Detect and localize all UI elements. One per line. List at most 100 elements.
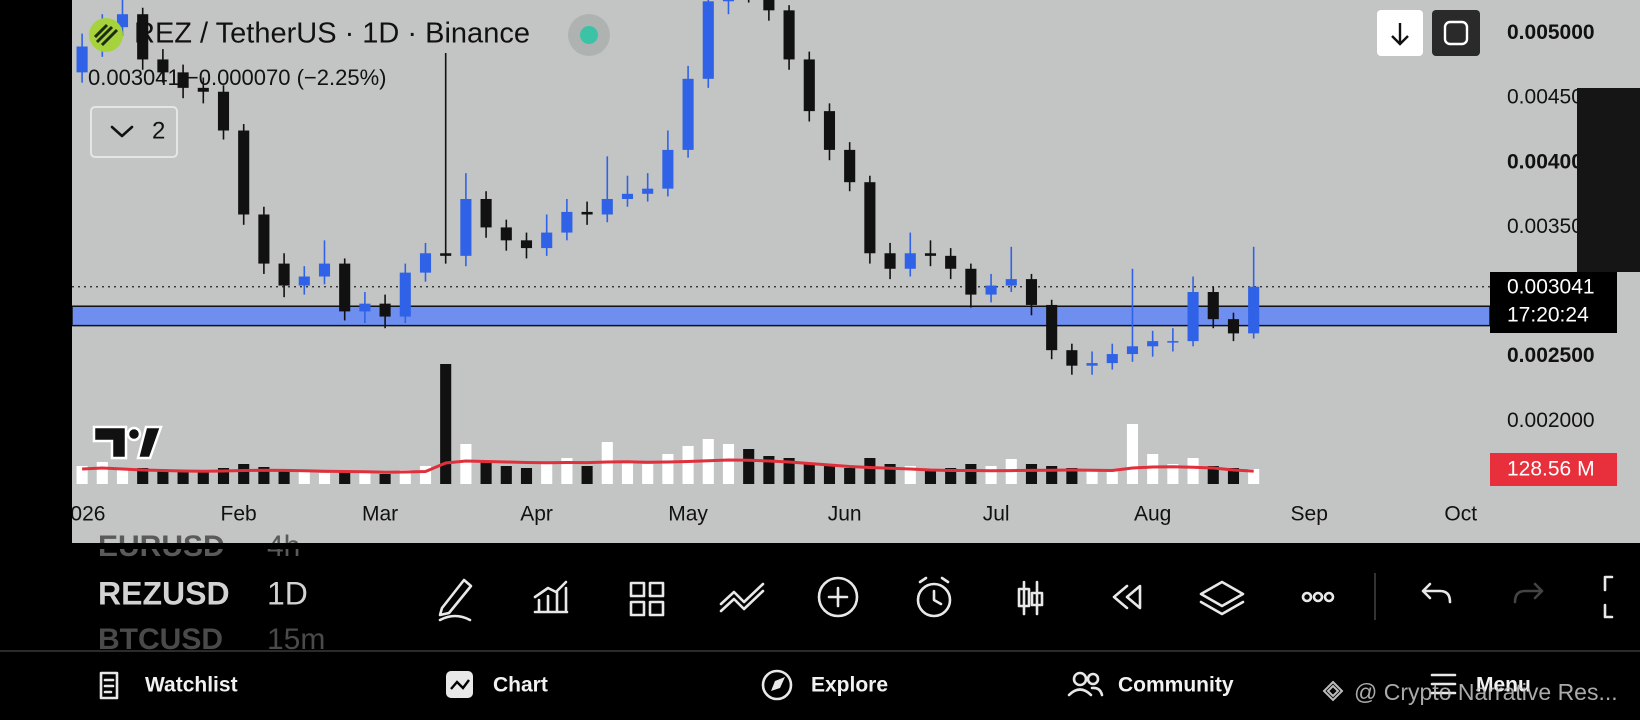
volume-bar — [561, 458, 573, 484]
community-icon[interactable] — [1072, 671, 1088, 687]
volume-bar — [460, 444, 472, 484]
expand-tool[interactable] — [1603, 575, 1614, 619]
tv-logo-dot — [126, 426, 142, 442]
price-label-box — [1490, 272, 1617, 333]
redo-tool[interactable] — [1513, 582, 1544, 604]
candle-body — [1147, 341, 1159, 347]
volume-bar — [480, 462, 492, 484]
more-dot — [1323, 591, 1335, 603]
volume-bar — [1227, 468, 1240, 484]
candle-body — [965, 268, 977, 295]
fullscreen-icon — [1443, 20, 1469, 46]
more-tool[interactable] — [1301, 591, 1313, 603]
replay-tool[interactable] — [1112, 584, 1142, 610]
volume-bar — [783, 458, 795, 484]
nav-item[interactable]: Explore — [811, 674, 888, 697]
layout-tool[interactable] — [629, 581, 665, 617]
volume-ma-label: 128.56 M — [1507, 458, 1595, 481]
indicator-toggle[interactable] — [90, 106, 178, 158]
download-icon — [1391, 23, 1409, 46]
volume-bar — [581, 466, 593, 484]
volume-bar — [1167, 464, 1179, 484]
volume-bar — [116, 469, 129, 484]
candle-body — [763, 0, 775, 11]
bottom-nav: Watchlist Chart Explore Community Menu @… — [99, 669, 1618, 705]
candle-body — [1025, 279, 1038, 305]
candle-body — [76, 46, 88, 73]
candle-body — [823, 111, 836, 150]
candle-body — [116, 14, 129, 28]
chevron-icon — [110, 125, 134, 138]
quote-line: 0.003041 −0.000070 (−2.25%) — [88, 65, 386, 90]
thumbnail — [1577, 88, 1640, 272]
nav-item[interactable]: Community — [1118, 674, 1234, 697]
candle-body — [783, 10, 795, 60]
volume-bar — [621, 462, 634, 484]
volume-bar — [1025, 464, 1038, 484]
candle-body — [298, 276, 310, 286]
candle-body — [581, 211, 593, 215]
add-tool[interactable] — [817, 576, 859, 618]
volume-bar — [924, 469, 937, 484]
volume-bar — [520, 468, 533, 484]
candle-body — [1126, 346, 1139, 355]
alert-tool[interactable] — [916, 582, 952, 618]
toolbar — [438, 573, 1614, 622]
volume-bar — [904, 466, 916, 484]
x-tick-label: May — [668, 503, 708, 526]
candle-body — [399, 272, 411, 317]
volume-bar — [864, 458, 876, 484]
volume-bar — [823, 466, 836, 484]
candle-body — [803, 59, 815, 112]
volume-bar — [1126, 424, 1139, 484]
countdown: 17:20:24 — [1507, 304, 1589, 327]
volume-bar — [1248, 469, 1260, 484]
community-body — [1067, 686, 1104, 697]
volume-bar — [763, 456, 775, 484]
candle-body — [359, 303, 371, 312]
volume-bar — [278, 469, 290, 484]
compare-tool[interactable] — [719, 582, 765, 613]
candle-body — [642, 188, 654, 194]
chart-pane — [72, 0, 1640, 543]
volume-bar — [500, 466, 512, 484]
status-dot — [580, 26, 598, 44]
undo-tool[interactable] — [1421, 582, 1452, 604]
volume-bar — [76, 466, 88, 484]
volume-bar — [743, 449, 755, 484]
volume-bar — [359, 473, 371, 484]
last-price: 0.003041 — [1507, 276, 1595, 299]
candle-body — [621, 193, 634, 199]
candle-body — [480, 198, 492, 228]
menu-icon[interactable] — [1430, 673, 1457, 695]
volume-bar — [258, 467, 270, 484]
explore-icon[interactable] — [761, 669, 793, 701]
left-edge — [0, 0, 72, 543]
volume-bar — [965, 464, 977, 484]
candle-body — [884, 253, 896, 269]
nav-item[interactable]: Chart — [493, 674, 548, 697]
candle-body — [945, 255, 957, 269]
nav-item[interactable]: Menu — [1476, 674, 1531, 697]
y-tick-label: 0.002500 — [1507, 344, 1595, 367]
volume-bar — [541, 464, 553, 484]
nav-item[interactable]: Watchlist — [145, 674, 238, 697]
candle-body — [1167, 341, 1179, 343]
volume-bar — [844, 468, 856, 484]
alert-icon — [918, 576, 950, 606]
indicators-tool[interactable] — [533, 580, 569, 614]
symbol-name[interactable]: REZUSD — [98, 575, 230, 611]
candle-body — [258, 214, 270, 264]
candle-body — [500, 227, 512, 241]
candle-body — [197, 87, 209, 92]
watchlist-icon[interactable] — [99, 671, 119, 700]
candles-tool[interactable] — [1017, 580, 1044, 616]
chart-title: REZ / TetherUS · 1D · Binance — [134, 18, 530, 50]
layers-tool[interactable] — [1199, 580, 1245, 616]
explore-needle — [771, 677, 785, 691]
candle-body — [177, 72, 189, 88]
volume-bar — [642, 464, 654, 484]
fullscreen-button[interactable] — [1432, 10, 1480, 56]
draw-tool[interactable] — [438, 578, 473, 622]
volume-bar — [419, 466, 432, 484]
